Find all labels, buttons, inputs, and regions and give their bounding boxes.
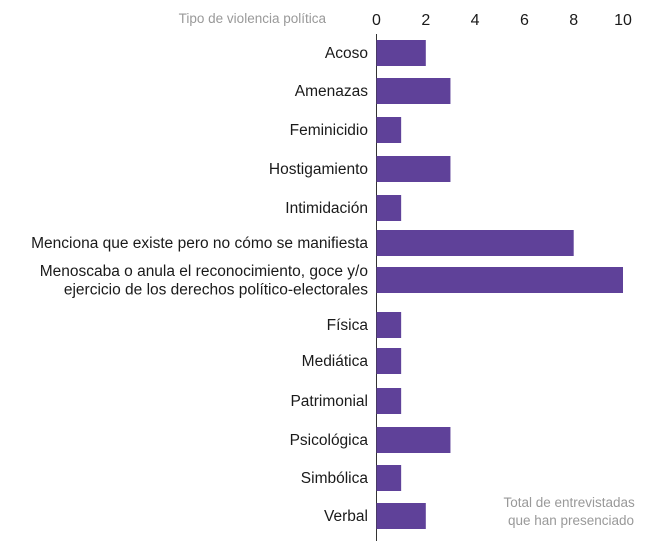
bar-0 — [376, 40, 426, 66]
category-label-10: Psicológica — [290, 432, 369, 449]
category-axis-title: Tipo de violencia política — [179, 11, 327, 26]
tick-label-6: 6 — [520, 12, 529, 29]
category-label-3: Hostigamiento — [269, 161, 368, 178]
bar-3 — [376, 156, 451, 182]
category-label-1: Amenazas — [295, 83, 368, 100]
bars — [376, 40, 623, 529]
category-label-12: Verbal — [324, 508, 368, 525]
bar-6 — [376, 267, 623, 293]
category-label-9: Patrimonial — [290, 393, 368, 410]
category-label-6-line-1: ejercicio de los derechos político-elect… — [64, 281, 368, 298]
bar-5 — [376, 230, 574, 256]
value-axis-title-line-1: Total de entrevistadas — [503, 495, 635, 510]
category-label-11: Simbólica — [301, 470, 369, 487]
category-labels: Acoso Amenazas Feminicidio Hostigamiento Int… — [31, 45, 368, 525]
tick-label-4: 4 — [471, 12, 480, 29]
value-axis-ticks: 0 2 4 6 8 10 — [372, 12, 632, 29]
value-axis-title: Total de entrevistadas que han presencia… — [503, 495, 638, 528]
bar-2 — [376, 117, 402, 143]
category-label-8: Mediática — [302, 353, 369, 370]
category-label-4: Intimidación — [285, 200, 368, 217]
bar-1 — [376, 78, 451, 104]
bar-12 — [376, 503, 426, 529]
category-label-0: Acoso — [325, 45, 368, 62]
bar-9 — [376, 388, 402, 414]
bar-11 — [376, 465, 402, 491]
bar-8 — [376, 348, 402, 374]
category-label-5: Menciona que existe pero no cómo se mani… — [31, 235, 368, 252]
bar-4 — [376, 195, 402, 221]
value-axis-title-line-2: que han presenciado — [508, 513, 634, 528]
tick-label-8: 8 — [569, 12, 578, 29]
tick-label-0: 0 — [372, 12, 381, 29]
tick-label-2: 2 — [421, 12, 430, 29]
bar-10 — [376, 427, 451, 453]
bar-7 — [376, 312, 402, 338]
category-label-7: Física — [327, 317, 369, 334]
category-label-6-line-0: Menoscaba o anula el reconocimiento, goc… — [40, 263, 368, 280]
category-label-2: Feminicidio — [290, 122, 368, 139]
tick-label-10: 10 — [614, 12, 632, 29]
